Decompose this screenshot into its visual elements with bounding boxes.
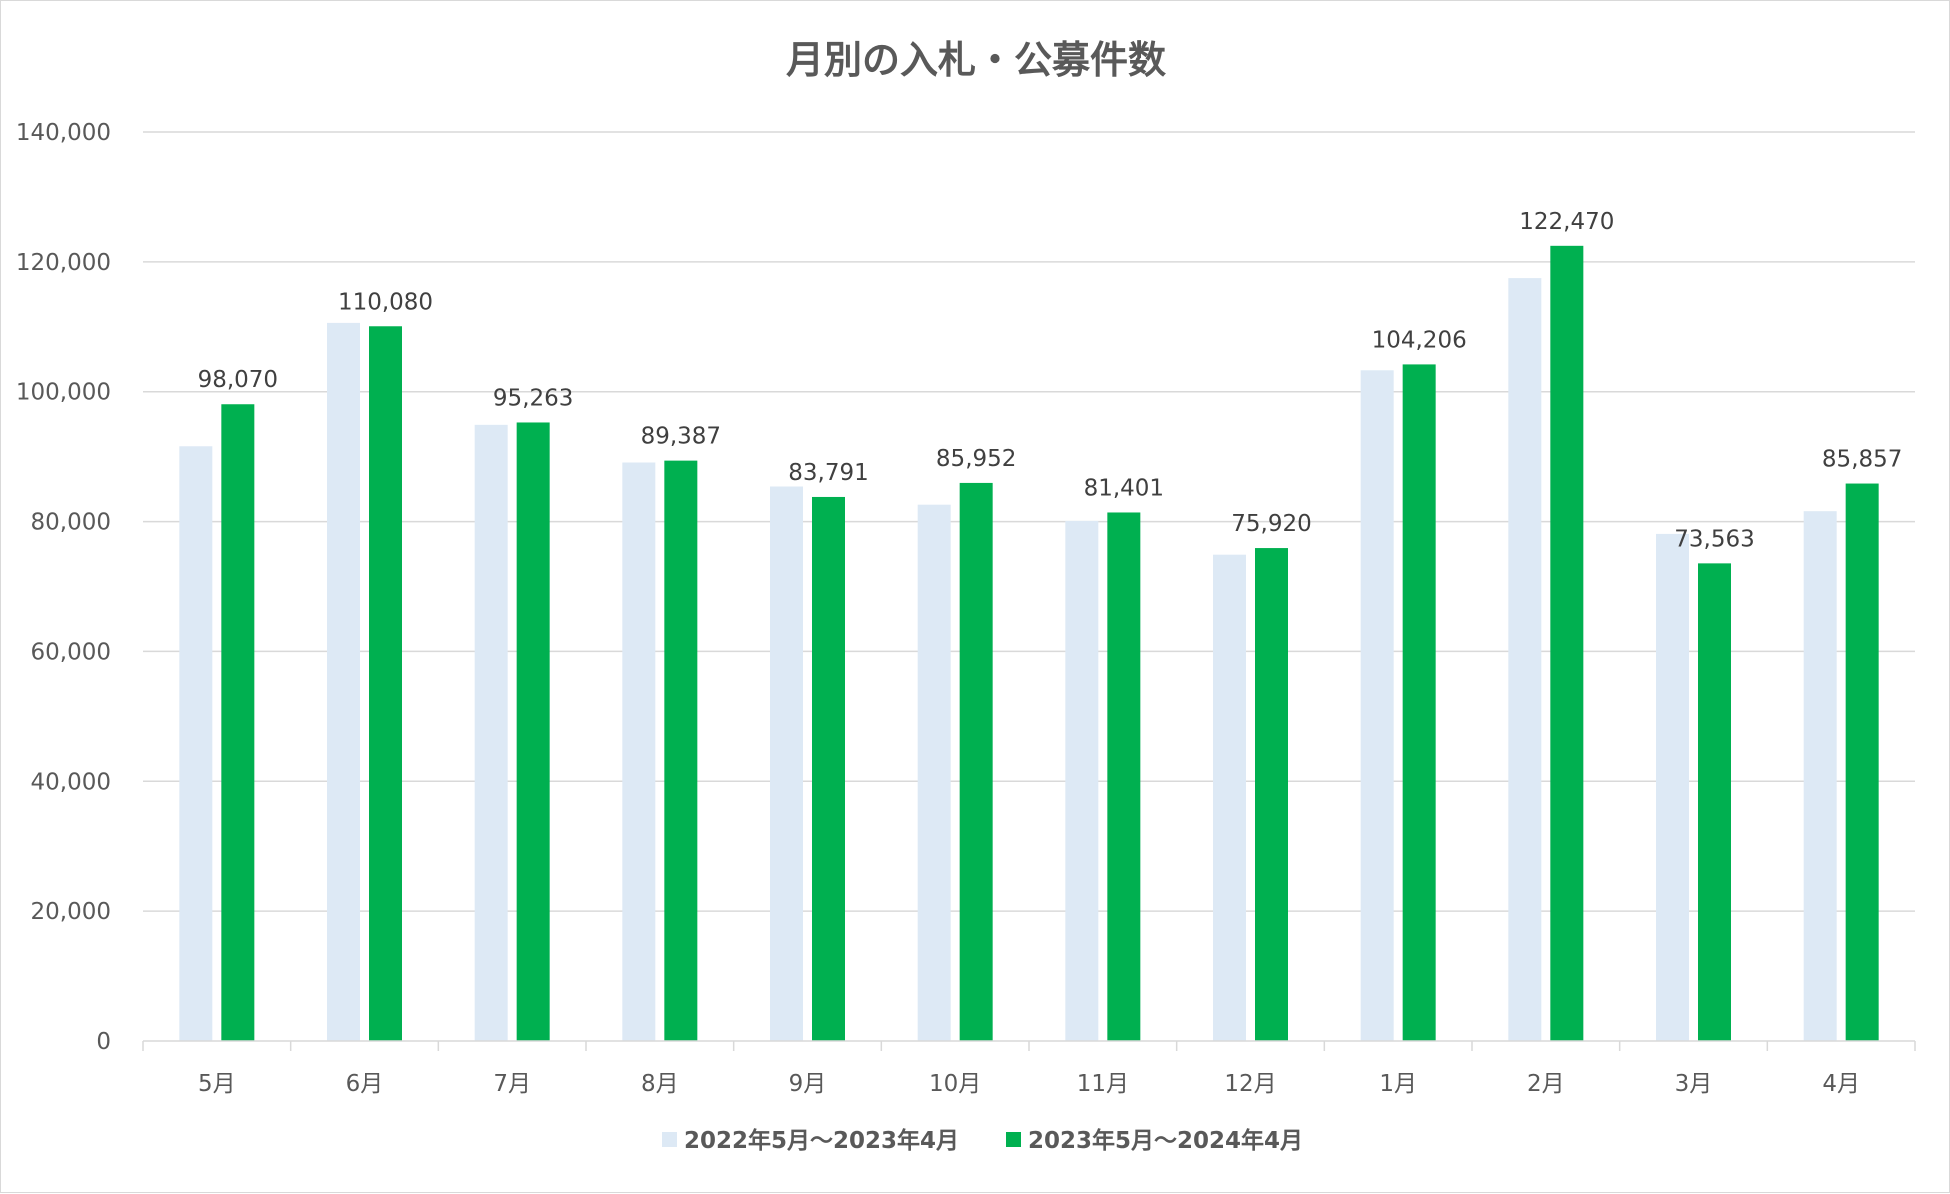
bar-2022-2023 [1508, 278, 1542, 1041]
chart-title: 月別の入札・公募件数 [786, 38, 1166, 82]
y-tick-label: 140,000 [16, 120, 111, 146]
legend-swatch-2023-2024 [1006, 1132, 1021, 1147]
bar-2022-2023 [1803, 511, 1837, 1041]
bar-2023-2024 [812, 496, 845, 1041]
x-axis: 5月 6月 7月 8月 9月 10月 11月 12月 1月 2月 3月 4月 [142, 1040, 1916, 1097]
data-label: 83,791 [788, 460, 868, 486]
legend-label-2022-2023: 2022年5月～2023年4月 [684, 1127, 959, 1154]
data-labels: 98,070 110,080 95,263 89,387 83,791 85,952 81,… [198, 209, 1903, 553]
bar-2023-2024 [1550, 245, 1584, 1042]
bar-2023-2024 [959, 482, 993, 1042]
bar-2022-2023 [917, 504, 951, 1041]
bar-2022-2023 [770, 486, 803, 1041]
x-tick-label: 8月 [641, 1071, 679, 1097]
data-label: 104,206 [1372, 327, 1467, 353]
x-tick-label: 6月 [346, 1071, 384, 1097]
bar-2023-2024 [1402, 364, 1436, 1041]
bar-2023-2024 [1845, 483, 1879, 1042]
data-label: 73,563 [1674, 526, 1754, 552]
data-label: 122,470 [1519, 209, 1614, 235]
x-tick-label: 4月 [1822, 1071, 1860, 1097]
x-tick-label: 12月 [1224, 1071, 1276, 1097]
data-label: 85,952 [936, 446, 1016, 472]
y-axis-tick-labels: 0 20,000 40,000 60,000 80,000 100,000 120,000 1… [16, 120, 111, 1055]
y-tick-label: 0 [96, 1029, 111, 1055]
data-label: 89,387 [641, 424, 721, 450]
legend: 2022年5月～2023年4月 2023年5月～2024年4月 [662, 1127, 1303, 1154]
y-tick-label: 40,000 [31, 769, 111, 795]
x-tick-label: 1月 [1379, 1071, 1417, 1097]
bar-2023-2024 [1698, 563, 1731, 1041]
bar-2023-2024 [1255, 548, 1288, 1041]
x-tick-label: 5月 [198, 1071, 236, 1097]
x-tick-label: 3月 [1675, 1071, 1713, 1097]
y-tick-label: 60,000 [31, 639, 111, 665]
y-tick-label: 100,000 [16, 380, 111, 406]
gridlines [143, 131, 1915, 912]
x-tick-label: 9月 [789, 1071, 827, 1097]
bar-2023-2024 [516, 422, 550, 1041]
bar-2022-2023 [179, 446, 213, 1041]
data-label: 85,857 [1822, 447, 1902, 473]
y-tick-label: 120,000 [16, 250, 111, 276]
bar-2022-2023 [1360, 370, 1394, 1042]
data-label: 98,070 [198, 367, 278, 393]
y-tick-label: 20,000 [31, 899, 111, 925]
bar-2022-2023 [474, 424, 508, 1041]
bar-2023-2024 [664, 460, 698, 1041]
x-tick-label: 10月 [929, 1071, 981, 1097]
data-label: 81,401 [1084, 475, 1164, 501]
y-tick-label: 80,000 [31, 510, 111, 536]
bar-2022-2023 [327, 322, 360, 1041]
data-label: 95,263 [493, 385, 573, 411]
bar-2023-2024 [369, 326, 402, 1041]
bars [179, 245, 1879, 1042]
legend-label-2023-2024: 2023年5月～2024年4月 [1028, 1127, 1303, 1154]
bar-2023-2024 [1107, 512, 1141, 1041]
legend-swatch-2022-2023 [662, 1132, 677, 1147]
data-label: 75,920 [1231, 511, 1311, 537]
x-tick-label: 11月 [1077, 1071, 1129, 1097]
x-tick-label: 7月 [493, 1071, 531, 1097]
bar-2022-2023 [622, 462, 656, 1041]
x-tick-label: 2月 [1527, 1071, 1565, 1097]
bar-2022-2023 [1065, 520, 1099, 1041]
bar-2022-2023 [1213, 554, 1246, 1041]
data-label: 110,080 [338, 289, 433, 315]
bar-2023-2024 [221, 404, 255, 1042]
bar-2022-2023 [1656, 533, 1689, 1041]
